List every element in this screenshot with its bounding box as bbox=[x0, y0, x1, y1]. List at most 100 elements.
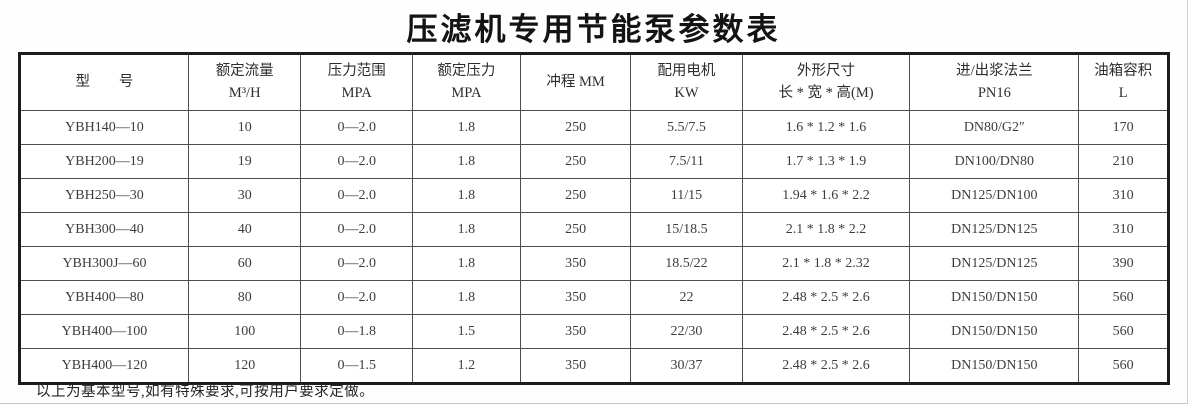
cell: 1.7 * 1.3 * 1.9 bbox=[741, 144, 911, 179]
column-header-2: 压力范围 MPA bbox=[300, 53, 413, 111]
cell: DN125/DN100 bbox=[909, 178, 1080, 213]
cell: 1.5 bbox=[411, 314, 521, 349]
cell: 250 bbox=[519, 144, 632, 179]
table-row: YBH250—30 30 0—2.0 1.8 250 11/15 1.94 * 1.6 * … bbox=[19, 178, 1169, 213]
cell: 310 bbox=[1078, 178, 1169, 213]
cell: 390 bbox=[1078, 246, 1169, 281]
cell: 22 bbox=[630, 280, 743, 315]
column-header-line1: 冲程 MM bbox=[546, 73, 605, 90]
cell: 1.8 bbox=[411, 110, 521, 145]
cell: 350 bbox=[519, 348, 632, 384]
table-row: YBH400—100 100 0—1.8 1.5 350 22/30 2.48 * 2.5 … bbox=[19, 314, 1169, 349]
cell: 350 bbox=[519, 314, 632, 349]
cell: 1.8 bbox=[411, 178, 521, 213]
cell: 250 bbox=[519, 178, 632, 213]
cell: DN150/DN150 bbox=[909, 280, 1080, 315]
column-header-6: 外形尺寸长 * 宽 * 高(M) bbox=[741, 53, 911, 111]
column-header-7: 进/出浆法兰 PN16 bbox=[909, 53, 1080, 111]
table-row: YBH400—80 80 0—2.0 1.8 350 22 2.48 * 2.5 * 2.6… bbox=[19, 280, 1169, 315]
cell: 10 bbox=[187, 110, 302, 145]
cell: YBH250—30 bbox=[19, 178, 189, 213]
cell: 2.1 * 1.8 * 2.32 bbox=[741, 246, 911, 281]
column-header-line1: 压力范围 bbox=[327, 63, 386, 80]
cell: 1.8 bbox=[411, 144, 521, 179]
cell: 11/15 bbox=[630, 178, 743, 213]
cell: 350 bbox=[519, 280, 632, 315]
cell: DN150/DN150 bbox=[909, 314, 1080, 349]
cell: 100 bbox=[187, 314, 302, 349]
cell: 1.2 bbox=[411, 348, 521, 384]
cell: 0—2.0 bbox=[300, 178, 413, 213]
cell: 2.1 * 1.8 * 2.2 bbox=[741, 212, 911, 247]
cell: 310 bbox=[1078, 212, 1169, 247]
cell: 1.8 bbox=[411, 212, 521, 247]
column-header-line1: 油箱容积 bbox=[1094, 63, 1153, 80]
cell: 120 bbox=[187, 348, 302, 384]
column-header-line1: 配用电机 bbox=[657, 63, 716, 80]
column-header-line2: 长 * 宽 * 高(M) bbox=[778, 84, 874, 101]
spec-table: 型 号 额定流量 M³/H 压力范围 MPA 额定压力 MPA 冲程 MM 配用电机 KW 外形尺寸… bbox=[18, 52, 1170, 385]
cell: 210 bbox=[1078, 144, 1169, 179]
cell: DN125/DN125 bbox=[909, 246, 1080, 281]
cell: 2.48 * 2.5 * 2.6 bbox=[741, 314, 911, 349]
cell: YBH300—40 bbox=[19, 212, 189, 247]
cell: 18.5/22 bbox=[630, 246, 743, 281]
cell: DN150/DN150 bbox=[909, 348, 1080, 384]
cell: 22/30 bbox=[630, 314, 743, 349]
cell: 40 bbox=[187, 212, 302, 247]
cell: 0—2.0 bbox=[300, 144, 413, 179]
cell: YBH400—100 bbox=[19, 314, 189, 349]
cell: 1.6 * 1.2 * 1.6 bbox=[741, 110, 911, 145]
column-header-line2: KW bbox=[674, 84, 699, 101]
cell: 80 bbox=[187, 280, 302, 315]
table-body: YBH140—10 10 0—2.0 1.8 250 5.5/7.5 1.6 * 1.2 *… bbox=[19, 110, 1169, 384]
cell: YBH400—80 bbox=[19, 280, 189, 315]
cell: 250 bbox=[519, 212, 632, 247]
column-header-8: 油箱容积 L bbox=[1078, 53, 1169, 111]
cell: 250 bbox=[519, 110, 632, 145]
cell: YBH140—10 bbox=[19, 110, 189, 145]
cell: DN80/G2″ bbox=[909, 110, 1080, 145]
column-header-line1: 型 号 bbox=[75, 73, 134, 90]
cell: 30 bbox=[187, 178, 302, 213]
table-row: YBH400—120 120 0—1.5 1.2 350 30/37 2.48 * 2.5 … bbox=[19, 348, 1169, 384]
column-header-0: 型 号 bbox=[19, 53, 189, 111]
cell: 560 bbox=[1078, 280, 1169, 315]
cell: 560 bbox=[1078, 348, 1169, 384]
cell: 60 bbox=[187, 246, 302, 281]
cell: DN125/DN125 bbox=[909, 212, 1080, 247]
cell: 5.5/7.5 bbox=[630, 110, 743, 145]
cell: 0—2.0 bbox=[300, 280, 413, 315]
page-title: 压滤机专用节能泵参数表 bbox=[406, 12, 781, 47]
column-header-5: 配用电机 KW bbox=[630, 53, 743, 111]
column-header-line1: 额定流量 bbox=[215, 63, 274, 80]
table-row: YBH140—10 10 0—2.0 1.8 250 5.5/7.5 1.6 * 1.2 *… bbox=[19, 110, 1169, 145]
footnote: 以上为基本型号,如有特殊要求,可按用户要求定做。 bbox=[36, 384, 375, 400]
column-header-4: 冲程 MM bbox=[519, 53, 632, 111]
header-row: 型 号 额定流量 M³/H 压力范围 MPA 额定压力 MPA 冲程 MM 配用电机 KW 外形尺寸… bbox=[19, 53, 1169, 111]
cell: 560 bbox=[1078, 314, 1169, 349]
cell: 1.94 * 1.6 * 2.2 bbox=[741, 178, 911, 213]
cell: 30/37 bbox=[630, 348, 743, 384]
table-row: YBH200—19 19 0—2.0 1.8 250 7.5/11 1.7 * 1.3 * … bbox=[19, 144, 1169, 179]
column-header-line2: M³/H bbox=[228, 84, 261, 101]
cell: DN100/DN80 bbox=[909, 144, 1080, 179]
table-row: YBH300J—60 60 0—2.0 1.8 350 18.5/22 2.1 * 1.8 … bbox=[19, 246, 1169, 281]
column-header-line2: L bbox=[1118, 84, 1128, 101]
column-header-1: 额定流量 M³/H bbox=[187, 53, 302, 111]
cell: 0—2.0 bbox=[300, 110, 413, 145]
column-header-line2: MPA bbox=[341, 84, 372, 101]
cell: 15/18.5 bbox=[630, 212, 743, 247]
column-header-line2: PN16 bbox=[977, 84, 1011, 101]
cell: 7.5/11 bbox=[630, 144, 743, 179]
cell: 350 bbox=[519, 246, 632, 281]
cell: 1.8 bbox=[411, 280, 521, 315]
column-header-line1: 外形尺寸 bbox=[797, 63, 856, 80]
cell: 19 bbox=[187, 144, 302, 179]
cell: 2.48 * 2.5 * 2.6 bbox=[741, 280, 911, 315]
column-header-line1: 额定压力 bbox=[437, 63, 496, 80]
cell: 170 bbox=[1078, 110, 1169, 145]
cell: YBH200—19 bbox=[19, 144, 189, 179]
cell: 0—1.8 bbox=[300, 314, 413, 349]
column-header-3: 额定压力 MPA bbox=[411, 53, 521, 111]
